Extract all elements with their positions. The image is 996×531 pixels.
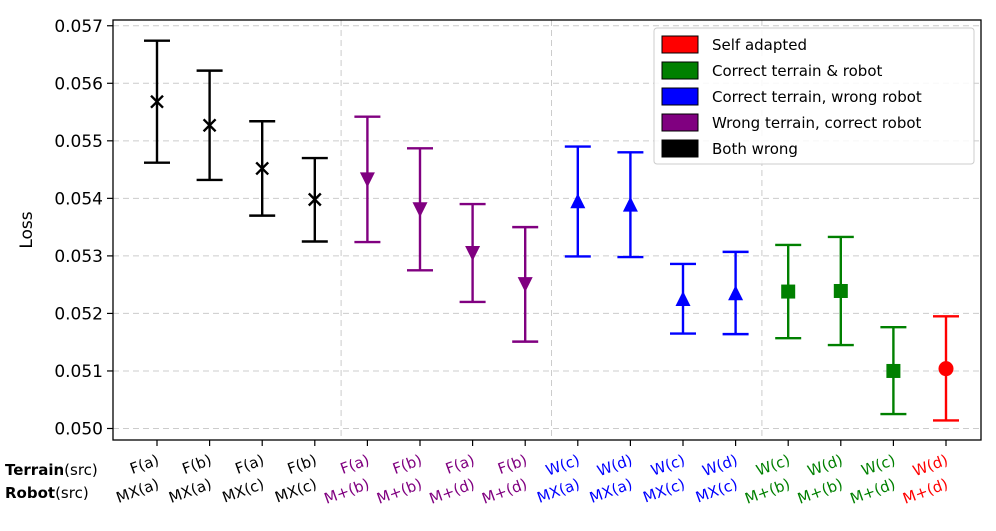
triangle-up-marker [728,285,744,301]
y-tick-label: 0.052 [54,304,103,324]
triangle-down-marker [359,172,375,188]
legend-entry-label: Both wrong [712,140,798,158]
legend-swatch [661,113,699,132]
x-tick-label-terrain: W(c) [859,451,898,480]
y-tick-label: 0.054 [54,189,103,209]
square-marker [781,284,796,299]
legend: Self adapted Correct terrain & robot Corre… [653,27,975,165]
triangle-up-marker [675,291,691,307]
legend-swatch [661,35,699,54]
x-tick-label-terrain: F(b) [495,451,529,478]
triangle-down-marker [412,202,428,218]
y-tick-label: 0.050 [54,419,103,439]
x-tick-label-robot: M+(d) [848,475,898,508]
errorbar-point [775,243,802,340]
x-tick-label-robot: M+(d) [900,475,950,508]
legend-entry-label: Correct terrain & robot [712,62,883,80]
x-tick-label-robot: M+(d) [427,475,477,508]
triangle-down-marker [517,277,533,293]
errorbar-point [301,156,328,243]
x-tick-label-terrain: F(a) [338,451,372,478]
legend-swatch [661,87,699,106]
errorbar-point [354,115,381,244]
x-tick-label-robot: MX(a) [535,475,583,507]
errorbar-point [722,250,749,336]
y-axis: 0.050 0.051 0.052 0.053 0.054 0.055 0.056 0.057 [54,17,113,439]
svg-text:Terrain(src): Terrain(src) [5,461,98,479]
x-tick-label-terrain: F(b) [390,451,424,478]
x-marker [150,94,164,109]
legend-box [653,27,975,165]
x-tick-label-terrain: F(a) [443,451,477,478]
errorbar-point [407,147,433,272]
errorbar-point [670,262,696,335]
x-tick-label-robot: MX(a) [587,475,635,507]
errorbar-point [512,225,539,343]
circle-marker [938,361,954,377]
x-tick-label-robot: M+(b) [374,475,424,508]
x-marker [307,192,322,207]
legend-entry-label: Self adapted [712,36,807,54]
y-tick-label: 0.055 [54,132,103,152]
legend-swatch [661,139,699,158]
x-tick-label-terrain: W(c) [754,451,793,480]
y-tick-label: 0.057 [54,17,103,37]
y-axis-label: Loss [17,211,37,248]
y-tick-label: 0.053 [54,247,103,267]
x-tick-label-terrain: F(b) [285,451,319,478]
x-tick-label-robot: MX(c) [220,475,267,507]
legend-entry-label: Wrong terrain, correct robot [712,114,922,132]
triangle-up-marker [570,193,586,209]
errorbar-point [196,69,223,182]
x-tick-label-terrain: W(c) [543,451,582,480]
x-tick-label-robot: M+(b) [742,475,792,508]
legend-entry-label: Correct terrain, wrong robot [712,88,922,106]
legend-swatch [661,61,699,80]
y-tick-label: 0.051 [54,362,103,382]
x-tick-label-robot: MX(c) [641,475,688,507]
x-tick-label-robot: MX(a) [114,475,162,507]
row-label-terrain: Terrain(src) [5,461,98,479]
y-tick-label: 0.056 [54,74,103,94]
x-tick-label-terrain: F(a) [127,451,161,478]
errorbar-point [144,39,170,164]
row-label-robot: Robot(src) [5,484,89,502]
triangle-down-marker [465,246,481,262]
x-tick-label-terrain: F(b) [180,451,214,478]
x-tick-label-robot: MX(c) [693,475,740,507]
x-tick-label-robot: MX(c) [272,475,319,507]
errorbar-point [459,202,486,304]
errorbar-point [249,120,276,217]
x-tick-label-robot: M+(b) [795,475,845,508]
errorbar-point [827,235,854,347]
square-marker [833,283,848,298]
x-marker [255,161,270,176]
errorbars-layer [144,39,959,422]
x-tick-label-robot: MX(a) [166,475,214,507]
x-tick-label-robot: M+(b) [322,475,372,508]
errorbar-point [880,326,907,416]
x-tick-label-terrain: F(a) [233,451,267,478]
row-label-robot-bold: Robot [5,484,55,502]
x-axis: F(a)MX(a)F(b)MX(a)F(a)MX(c)F(b)MX(c)F(a)… [114,440,950,508]
x-marker [202,118,217,133]
x-tick-label-terrain: W(c) [649,451,688,480]
row-label-robot-src: (src) [55,484,89,502]
row-label-terrain-bold: Terrain [5,461,64,479]
errorbar-point [564,145,591,258]
errorbar-point [617,151,644,259]
row-label-terrain-src: (src) [64,461,98,479]
errorbar-point [933,315,959,422]
x-tick-label-robot: M+(d) [479,475,529,508]
svg-text:Robot(src): Robot(src) [5,484,89,502]
triangle-up-marker [622,196,638,212]
plot-area-frame [112,19,982,441]
square-marker [886,363,901,378]
